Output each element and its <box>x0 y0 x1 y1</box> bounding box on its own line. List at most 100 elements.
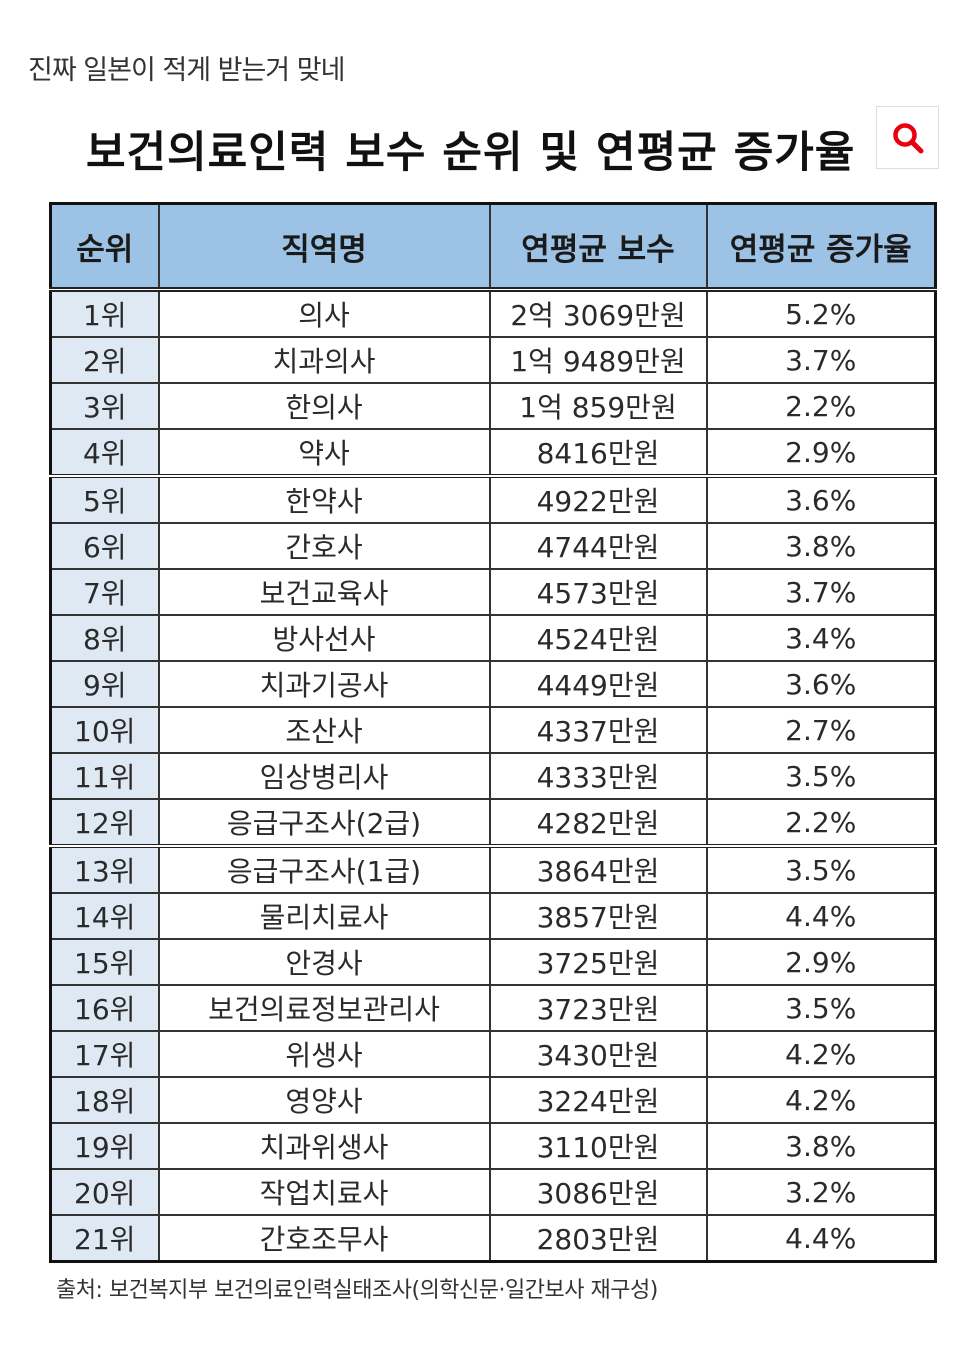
growth-cell: 4.4% <box>705 1214 937 1263</box>
job-cell: 치과의사 <box>157 336 491 384</box>
pay-cell: 2억 3069만원 <box>488 288 708 338</box>
pay-cell: 3430만원 <box>488 1030 708 1078</box>
table-row: 19위 치과위생사 3110만원 3.8% <box>49 1122 937 1170</box>
job-cell: 영양사 <box>157 1076 491 1124</box>
table-row: 13위 응급구조사(1급) 3864만원 3.5% <box>49 844 937 894</box>
job-cell: 방사선사 <box>157 614 491 662</box>
rank-cell: 18위 <box>49 1076 160 1124</box>
pay-cell: 3857만원 <box>488 892 708 940</box>
rank-cell: 16위 <box>49 984 160 1032</box>
job-cell: 한약사 <box>157 474 491 524</box>
job-cell: 약사 <box>157 428 491 477</box>
job-cell: 안경사 <box>157 938 491 986</box>
pay-cell: 8416만원 <box>488 428 708 477</box>
table-row: 20위 작업치료사 3086만원 3.2% <box>49 1168 937 1216</box>
header-rank: 순위 <box>49 202 160 291</box>
rank-cell: 4위 <box>49 428 160 477</box>
rank-cell: 19위 <box>49 1122 160 1170</box>
table-row: 15위 안경사 3725만원 2.9% <box>49 938 937 986</box>
growth-cell: 3.5% <box>705 752 937 800</box>
growth-cell: 2.2% <box>705 382 937 430</box>
table-title: 보건의료인력 보수 순위 및 연평균 증가율 <box>86 128 856 178</box>
job-cell: 한의사 <box>157 382 491 430</box>
rank-cell: 21위 <box>49 1214 160 1263</box>
job-cell: 응급구조사(2급) <box>157 798 491 847</box>
pay-cell: 1억 9489만원 <box>488 336 708 384</box>
rank-cell: 11위 <box>49 752 160 800</box>
job-cell: 위생사 <box>157 1030 491 1078</box>
header-growth: 연평균 증가율 <box>705 202 937 291</box>
pay-cell: 3723만원 <box>488 984 708 1032</box>
rank-cell: 15위 <box>49 938 160 986</box>
pay-cell: 4922만원 <box>488 474 708 524</box>
job-cell: 치과위생사 <box>157 1122 491 1170</box>
growth-cell: 2.9% <box>705 938 937 986</box>
rank-cell: 14위 <box>49 892 160 940</box>
pay-cell: 3725만원 <box>488 938 708 986</box>
table-row: 8위 방사선사 4524만원 3.4% <box>49 614 937 662</box>
pay-cell: 4573만원 <box>488 568 708 616</box>
table-row: 9위 치과기공사 4449만원 3.6% <box>49 660 937 708</box>
table-row: 5위 한약사 4922만원 3.6% <box>49 474 937 524</box>
rank-cell: 8위 <box>49 614 160 662</box>
growth-cell: 3.5% <box>705 844 937 894</box>
growth-cell: 3.8% <box>705 1122 937 1170</box>
pay-cell: 2803만원 <box>488 1214 708 1263</box>
growth-cell: 4.4% <box>705 892 937 940</box>
growth-cell: 3.5% <box>705 984 937 1032</box>
job-cell: 보건의료정보관리사 <box>157 984 491 1032</box>
rank-cell: 3위 <box>49 382 160 430</box>
table-row: 12위 응급구조사(2급) 4282만원 2.2% <box>49 798 937 847</box>
growth-cell: 4.2% <box>705 1030 937 1078</box>
rank-cell: 10위 <box>49 706 160 754</box>
pay-cell: 1억 859만원 <box>488 382 708 430</box>
rank-cell: 13위 <box>49 844 160 894</box>
growth-cell: 5.2% <box>705 288 937 338</box>
table-row: 2위 치과의사 1억 9489만원 3.7% <box>49 336 937 384</box>
table-body: 1위 의사 2억 3069만원 5.2% 2위 치과의사 1억 9489만원 3.7% 3위 한의… <box>49 288 937 1263</box>
table-row: 10위 조산사 4337만원 2.7% <box>49 706 937 754</box>
table-row: 16위 보건의료정보관리사 3723만원 3.5% <box>49 984 937 1032</box>
salary-table: 순위 직역명 연평균 보수 연평균 증가율 1위 의사 2억 3069만원 5.2% 2… <box>49 202 937 1263</box>
table-row: 14위 물리치료사 3857만원 4.4% <box>49 892 937 940</box>
source-note: 출처: 보건복지부 보건의료인력실태조사(의학신문·일간보사 재구성) <box>56 1278 658 1303</box>
table-row: 1위 의사 2억 3069만원 5.2% <box>49 288 937 338</box>
table-row: 11위 임상병리사 4333만원 3.5% <box>49 752 937 800</box>
growth-cell: 4.2% <box>705 1076 937 1124</box>
rank-cell: 6위 <box>49 522 160 570</box>
job-cell: 치과기공사 <box>157 660 491 708</box>
pay-cell: 4449만원 <box>488 660 708 708</box>
rank-cell: 20위 <box>49 1168 160 1216</box>
growth-cell: 3.2% <box>705 1168 937 1216</box>
job-cell: 응급구조사(1급) <box>157 844 491 894</box>
header-pay: 연평균 보수 <box>488 202 708 291</box>
rank-cell: 5위 <box>49 474 160 524</box>
job-cell: 간호조무사 <box>157 1214 491 1263</box>
table-row: 21위 간호조무사 2803만원 4.4% <box>49 1214 937 1263</box>
pay-cell: 4524만원 <box>488 614 708 662</box>
pay-cell: 3864만원 <box>488 844 708 894</box>
pay-cell: 3086만원 <box>488 1168 708 1216</box>
growth-cell: 2.2% <box>705 798 937 847</box>
pay-cell: 4337만원 <box>488 706 708 754</box>
job-cell: 작업치료사 <box>157 1168 491 1216</box>
pay-cell: 4333만원 <box>488 752 708 800</box>
rank-cell: 2위 <box>49 336 160 384</box>
growth-cell: 3.8% <box>705 522 937 570</box>
rank-cell: 12위 <box>49 798 160 847</box>
pay-cell: 3110만원 <box>488 1122 708 1170</box>
job-cell: 임상병리사 <box>157 752 491 800</box>
pay-cell: 4744만원 <box>488 522 708 570</box>
growth-cell: 3.7% <box>705 568 937 616</box>
table-row: 6위 간호사 4744만원 3.8% <box>49 522 937 570</box>
rank-cell: 7위 <box>49 568 160 616</box>
pay-cell: 4282만원 <box>488 798 708 847</box>
job-cell: 물리치료사 <box>157 892 491 940</box>
job-cell: 조산사 <box>157 706 491 754</box>
search-button[interactable] <box>876 106 939 169</box>
growth-cell: 3.7% <box>705 336 937 384</box>
table-row: 18위 영양사 3224만원 4.2% <box>49 1076 937 1124</box>
table-row: 4위 약사 8416만원 2.9% <box>49 428 937 477</box>
job-cell: 간호사 <box>157 522 491 570</box>
rank-cell: 17위 <box>49 1030 160 1078</box>
